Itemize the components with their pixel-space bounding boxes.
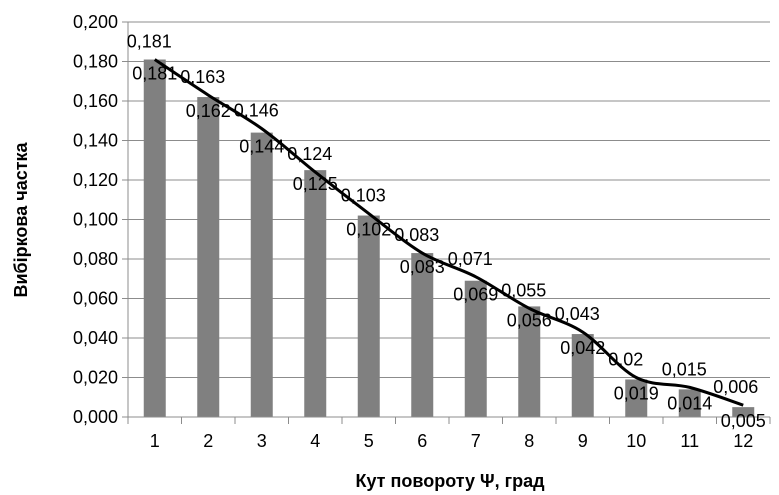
bar bbox=[464, 280, 487, 417]
bar bbox=[250, 132, 273, 417]
y-tick-label: 0,160 bbox=[73, 91, 118, 111]
line-data-label: 0,02 bbox=[608, 350, 643, 370]
bar bbox=[518, 306, 541, 417]
x-tick-label: 12 bbox=[733, 431, 753, 451]
y-axis-title: Вибіркова частка bbox=[11, 141, 31, 297]
bar-data-label: 0,144 bbox=[239, 137, 284, 157]
gridlines bbox=[128, 21, 770, 378]
line-data-label: 0,124 bbox=[287, 144, 332, 164]
y-tick-label: 0,000 bbox=[73, 407, 118, 427]
bar-data-label: 0,014 bbox=[667, 393, 712, 413]
x-tick-label: 8 bbox=[524, 431, 534, 451]
x-tick-label: 2 bbox=[203, 431, 213, 451]
y-tick-label: 0,180 bbox=[73, 52, 118, 72]
bar-data-label: 0,019 bbox=[614, 383, 659, 403]
line-data-label: 0,163 bbox=[180, 67, 225, 87]
x-tick-label: 5 bbox=[364, 431, 374, 451]
bar bbox=[357, 215, 380, 417]
bar-data-label: 0,102 bbox=[346, 220, 391, 240]
y-tick-label: 0,060 bbox=[73, 289, 118, 309]
y-tick-label: 0,200 bbox=[73, 12, 118, 32]
bar-data-label: 0,162 bbox=[186, 101, 231, 121]
x-tick-label: 10 bbox=[626, 431, 646, 451]
bar-series bbox=[143, 59, 755, 418]
bar bbox=[143, 59, 166, 418]
bar-data-label: 0,069 bbox=[453, 285, 498, 305]
line-series bbox=[153, 58, 744, 407]
bar-data-label: 0,042 bbox=[560, 338, 605, 358]
bar-data-label: 0,181 bbox=[132, 64, 177, 84]
axes: 0,000 0,020 0,040 0,060 0,080 0,100 0,120 0,140… bbox=[73, 12, 771, 451]
y-tick-label: 0,020 bbox=[73, 368, 118, 388]
bar bbox=[571, 334, 594, 417]
x-tick-label: 7 bbox=[471, 431, 481, 451]
y-tick-label: 0,120 bbox=[73, 170, 118, 190]
line-data-label: 0,103 bbox=[341, 186, 386, 206]
line-data-label: 0,146 bbox=[234, 101, 279, 121]
bar bbox=[625, 379, 648, 417]
y-tick-label: 0,080 bbox=[73, 249, 118, 269]
y-tick-label: 0,140 bbox=[73, 131, 118, 151]
series-line bbox=[153, 58, 744, 407]
bar bbox=[678, 389, 701, 417]
bar bbox=[411, 253, 434, 417]
x-tick-label: 1 bbox=[150, 431, 160, 451]
y-tick-label: 0,040 bbox=[73, 328, 118, 348]
bar-data-label: 0,005 bbox=[721, 411, 766, 431]
x-tick-label: 9 bbox=[578, 431, 588, 451]
bar-data-label: 0,056 bbox=[507, 310, 552, 330]
bar bbox=[304, 170, 327, 417]
line-data-label: 0,055 bbox=[501, 280, 546, 300]
bar bbox=[732, 407, 755, 417]
x-tick-label: 4 bbox=[310, 431, 320, 451]
line-data-label: 0,083 bbox=[394, 225, 439, 245]
x-axis-title: Кут повороту Ψ, град bbox=[355, 471, 545, 491]
line-data-label: 0,043 bbox=[555, 304, 600, 324]
bar-data-label: 0,125 bbox=[293, 174, 338, 194]
line-data-label: 0,181 bbox=[127, 32, 172, 52]
line-data-label: 0,006 bbox=[713, 377, 758, 397]
line-data-label: 0,071 bbox=[448, 249, 493, 269]
data-labels: 0,1810,1630,1460,1240,1030,0830,0710,055… bbox=[127, 32, 766, 432]
x-tick-label: 11 bbox=[680, 431, 699, 451]
x-tick-label: 3 bbox=[257, 431, 267, 451]
line-data-label: 0,015 bbox=[662, 359, 707, 379]
y-tick-label: 0,100 bbox=[73, 210, 118, 230]
x-tick-label: 6 bbox=[417, 431, 427, 451]
bar-data-label: 0,083 bbox=[400, 257, 445, 277]
bar bbox=[197, 97, 220, 418]
